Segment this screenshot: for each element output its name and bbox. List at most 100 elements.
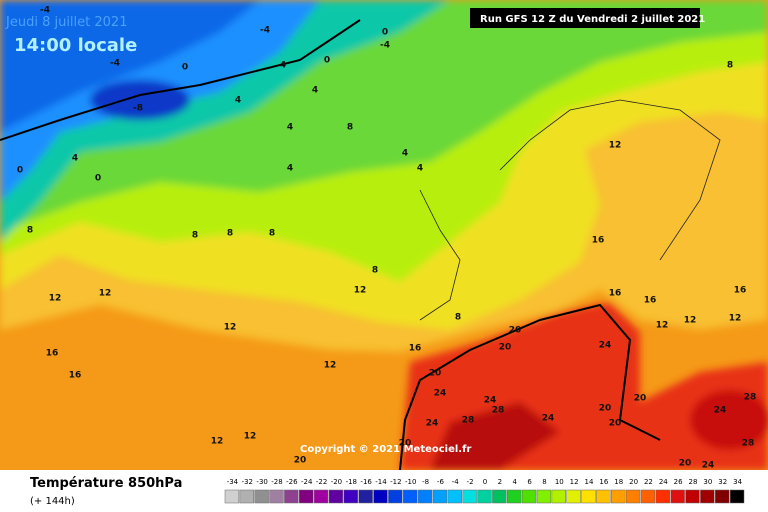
contour-label: 4 [402,149,408,159]
scale-swatch [403,489,418,504]
scale-swatch [655,489,670,504]
contour-label: 12 [224,323,237,333]
contour-label: 20 [509,326,522,336]
contour-label: 12 [49,294,62,304]
contour-label: 0 [17,166,23,176]
contour-label: 16 [609,289,622,299]
contour-label: 20 [399,439,412,449]
legend-subtitle: (+ 144h) [30,496,75,507]
scale-label: -10 [405,478,416,486]
scale-swatch [492,489,507,504]
scale-label: -18 [346,478,357,486]
contour-label: 16 [592,236,605,246]
scale-swatch [447,489,462,504]
scale-swatch [284,489,299,504]
legend-title: Température 850hPa [30,476,182,491]
scale-swatch [625,489,641,504]
scale-label: 2 [498,478,502,486]
scale-swatch [566,489,581,504]
contour-label: 16 [409,344,422,354]
contour-label: 20 [634,394,647,404]
scale-swatch [417,489,433,504]
scale-label: 30 [703,478,712,486]
contour-label: 20 [499,343,512,353]
contour-line [0,19,361,141]
scale-swatch [640,489,656,504]
run-info: Run GFS 12 Z du Vendredi 2 juillet 2021 [480,14,705,25]
contour-label: 12 [354,286,367,296]
contour-label: 20 [609,419,622,429]
copyright: Copyright © 2021 Meteociel.fr [300,444,471,455]
scale-swatch [313,489,329,504]
scale-label: -4 [452,478,460,486]
contour-label: 28 [744,393,757,403]
contour-label: 12 [211,437,224,447]
scale-label: 0 [483,478,487,486]
scale-label: -32 [242,478,253,486]
scale-swatch [343,489,358,504]
contour-label: 24 [599,341,612,351]
contour-label: 16 [69,371,82,381]
scale-swatch [462,489,477,504]
scale-label: 16 [599,478,608,486]
contour-label: 28 [492,406,505,416]
scale-swatch [432,489,448,504]
scale-label: -2 [467,478,474,486]
scale-label: 12 [570,478,579,486]
contour-label: 4 [280,61,286,71]
contour-label: -4 [40,6,50,16]
scale-label: 24 [659,478,668,486]
scale-swatch [477,489,492,504]
scale-label: -12 [390,478,401,486]
contour-label: 4 [235,96,241,106]
contour-label: 12 [729,314,742,324]
scale-label: 22 [644,478,653,486]
scale-label: 8 [542,478,546,486]
contour-label: 20 [294,456,307,466]
coastline [419,99,721,321]
scale-swatch [670,489,685,504]
contour-label: 0 [182,63,188,73]
scale-swatch [700,489,715,504]
contour-label: 0 [95,174,101,184]
scale-swatch [521,489,537,504]
scale-label: 6 [527,478,532,486]
scale-swatch [536,489,552,504]
scale-swatch [239,489,254,504]
contour-label: 20 [429,369,442,379]
scale-label: -16 [360,478,372,486]
scale-swatch [551,489,566,504]
contour-label: 16 [734,286,747,296]
contour-label: 12 [244,432,257,442]
scale-label: 18 [614,478,623,486]
contour-label: 12 [609,141,622,151]
contour-label: 8 [269,229,275,239]
run-box [470,8,700,28]
contour-label: 8 [727,61,733,71]
scale-swatch [373,489,388,504]
contour-label: -4 [110,59,120,69]
contour-label: 24 [434,389,447,399]
contour-label: 24 [426,419,439,429]
contour-label: 0 [382,28,388,38]
contour-label: 16 [46,349,59,359]
scale-label: 10 [555,478,564,486]
contour-label: 12 [684,316,697,326]
scale-swatch [269,489,284,504]
scale-swatch [299,489,314,504]
contour-label: 0 [324,56,330,66]
contour-label: 4 [72,154,78,164]
scale-label: 32 [718,478,727,486]
contour-label: -4 [260,26,270,36]
scale-swatch [388,489,403,504]
color-scale: -34 -32 -30 -28 -26 -24 -22 -20 -18 -16 -14 -12 -10-… [224,478,745,504]
contour-label: 12 [656,321,669,331]
contour-label: -8 [133,104,143,114]
scale-swatch [729,489,745,504]
contour-label: 28 [462,416,475,426]
contour-label: 24 [484,396,497,406]
scale-swatch [254,489,269,504]
date: Jeudi 8 juillet 2021 [5,15,127,30]
